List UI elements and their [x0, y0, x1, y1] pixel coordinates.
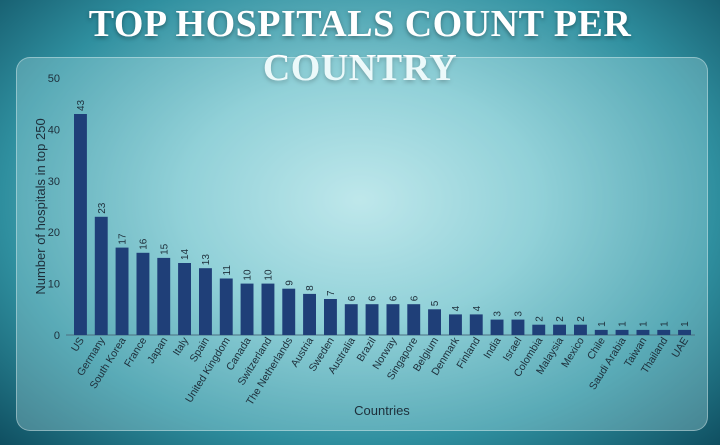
x-tick-label: US — [69, 335, 87, 354]
bar-taiwan — [636, 329, 650, 335]
data-label: 6 — [368, 295, 379, 301]
bar-united-kingdom — [219, 278, 233, 335]
chart-panel — [16, 57, 708, 431]
data-label: 1 — [638, 321, 649, 327]
bar-france — [136, 252, 150, 335]
bar-uae — [678, 329, 691, 335]
data-label: 9 — [284, 280, 295, 286]
x-tick-label: UAE — [670, 335, 692, 360]
bar-malaysia — [553, 324, 566, 335]
bar-singapore — [407, 304, 421, 335]
bar-finland — [469, 314, 483, 335]
bar-saudi-arabia — [615, 329, 629, 335]
data-label: 1 — [618, 321, 629, 327]
bar-mexico — [574, 324, 587, 335]
chart-title: TOP HOSPITALS COUNT PER COUNTRY — [88, 3, 632, 89]
y-tick-label: 20 — [48, 227, 60, 239]
data-label: 10 — [243, 269, 254, 281]
data-label: 5 — [430, 300, 441, 306]
bar-south-korea — [115, 247, 129, 335]
bar-canada — [240, 283, 254, 335]
bar-austria — [303, 293, 316, 335]
data-label: 2 — [534, 316, 545, 322]
bar-germany — [94, 216, 108, 335]
bar-the-netherlands — [282, 288, 296, 335]
data-label: 43 — [76, 99, 87, 111]
data-label: 13 — [201, 254, 212, 266]
bar-spain — [199, 268, 212, 335]
data-label: 1 — [659, 321, 670, 327]
bar-japan — [157, 257, 171, 335]
data-label: 11 — [222, 265, 233, 276]
bar-chile — [594, 329, 608, 335]
bars — [74, 114, 691, 335]
x-tick-label: Japan — [145, 335, 170, 366]
y-axis-label: Number of hospitals in top 250 — [33, 118, 48, 294]
data-label: 3 — [513, 311, 524, 317]
data-label: 1 — [597, 321, 608, 327]
x-axis-label: Countries — [354, 403, 410, 418]
bar-switzerland — [261, 283, 275, 335]
data-label: 10 — [263, 269, 274, 281]
data-label: 15 — [159, 243, 170, 255]
bar-sweden — [324, 299, 337, 335]
data-label: 4 — [451, 305, 462, 311]
bar-norway — [386, 304, 400, 335]
data-label: 16 — [138, 238, 149, 250]
bar-colombia — [532, 324, 546, 335]
y-tick-label: 0 — [54, 330, 60, 342]
y-tick-label: 50 — [48, 73, 60, 85]
bar-brazil — [365, 304, 379, 335]
data-label: 4 — [472, 305, 483, 311]
y-tick-label: 10 — [48, 279, 60, 291]
bar-denmark — [449, 314, 462, 335]
data-label: 8 — [305, 285, 316, 291]
x-tick-label: Italy — [171, 335, 192, 358]
data-label: 2 — [555, 316, 566, 322]
data-label: 3 — [493, 311, 504, 317]
data-label: 17 — [118, 233, 129, 245]
data-label: 6 — [388, 295, 399, 301]
data-label: 1 — [680, 321, 691, 327]
bar-australia — [344, 304, 358, 335]
bar-us — [74, 114, 87, 335]
bar-italy — [178, 263, 191, 335]
data-label: 23 — [97, 202, 108, 214]
data-label: 6 — [409, 295, 420, 301]
y-axis-ticks: 0 10 20 30 40 50 — [48, 73, 60, 342]
data-label: 7 — [326, 290, 337, 296]
y-tick-label: 30 — [48, 176, 60, 188]
y-tick-label: 40 — [48, 124, 60, 136]
data-label: 6 — [347, 295, 358, 301]
data-label: 14 — [180, 248, 191, 260]
data-label: 2 — [576, 316, 587, 322]
bar-israel — [511, 319, 525, 335]
bar-belgium — [428, 309, 441, 335]
bar-thailand — [657, 329, 671, 335]
bar-india — [490, 319, 504, 335]
